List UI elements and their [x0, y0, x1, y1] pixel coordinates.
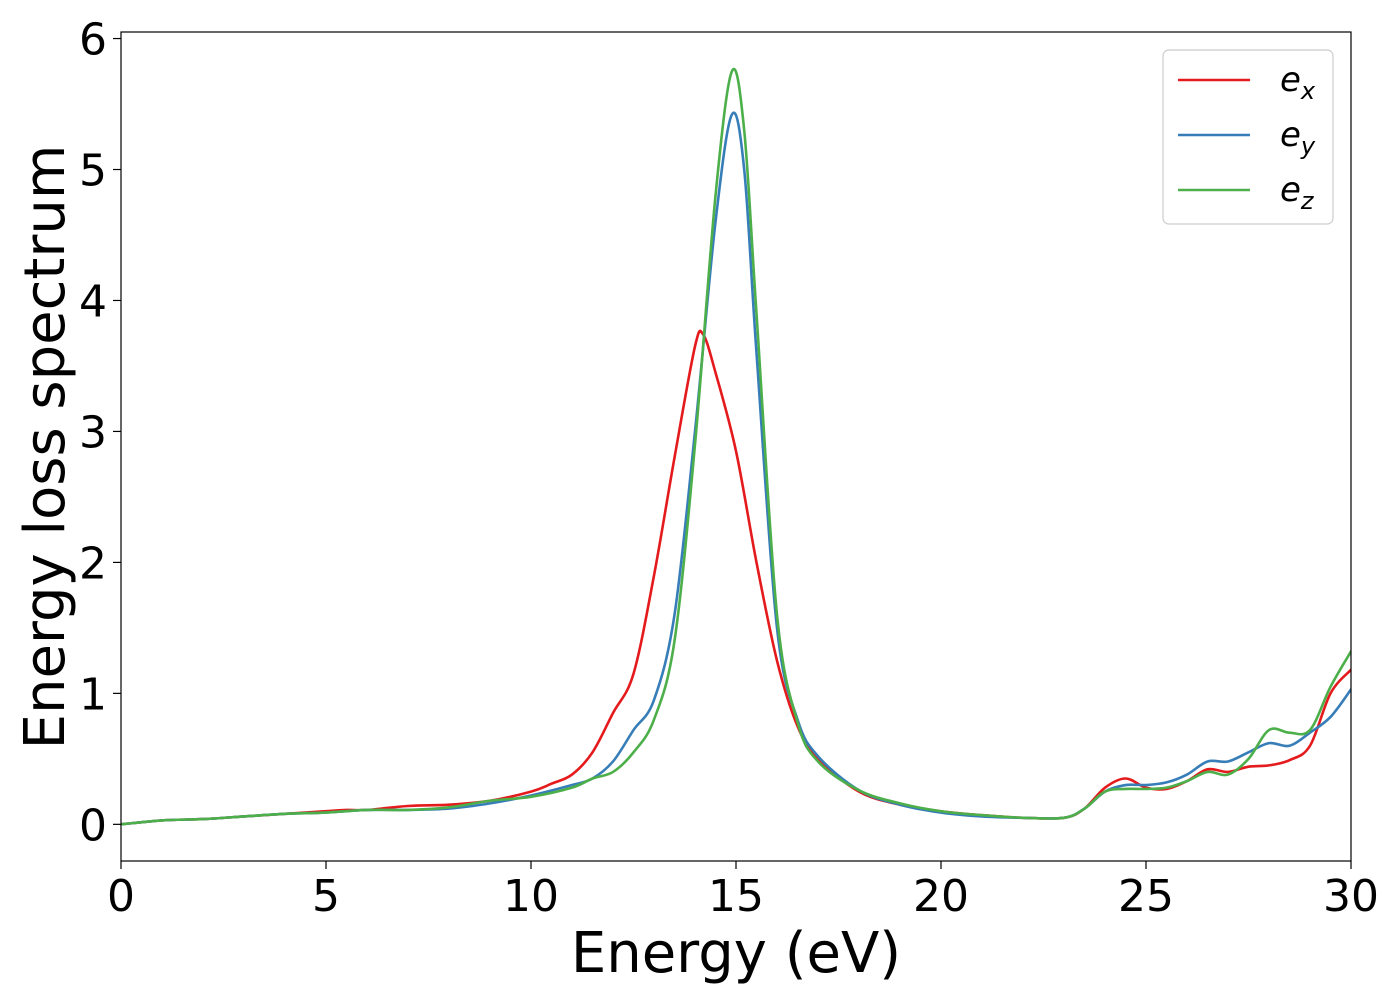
y-axis-label: Energy loss spectrum	[13, 145, 78, 750]
x-axis-ticks: 0 5 10 15 20 25 30	[107, 861, 1379, 922]
legend-label-subscript: x	[1300, 77, 1316, 105]
x-tick-label: 30	[1323, 871, 1379, 922]
series-line-x	[121, 329, 1351, 826]
legend-label-z: ez	[1280, 170, 1315, 215]
y-tick-label: 4	[79, 276, 107, 327]
y-axis-ticks: 0 1 2 3 4 5 6	[79, 15, 121, 851]
x-tick-label: 20	[913, 871, 969, 922]
series-line-y	[121, 111, 1351, 826]
y-tick-label: 6	[79, 15, 107, 66]
y-tick-label: 2	[79, 538, 107, 589]
series-layer	[121, 67, 1351, 826]
x-tick-label: 15	[708, 871, 764, 922]
y-tick-label: 5	[79, 146, 107, 197]
x-tick-label: 0	[107, 871, 135, 922]
x-tick-label: 10	[503, 871, 559, 922]
legend-label-subscript: z	[1300, 187, 1315, 215]
x-axis-label: Energy (eV)	[571, 921, 901, 986]
legend-label-subscript: y	[1300, 132, 1316, 160]
x-tick-label: 5	[312, 871, 340, 922]
y-tick-label: 1	[79, 669, 107, 720]
series-line-z	[121, 67, 1351, 826]
y-tick-label: 0	[79, 800, 107, 851]
legend-box	[1162, 49, 1334, 225]
x-tick-label: 25	[1118, 871, 1174, 922]
y-tick-label: 3	[79, 407, 107, 458]
